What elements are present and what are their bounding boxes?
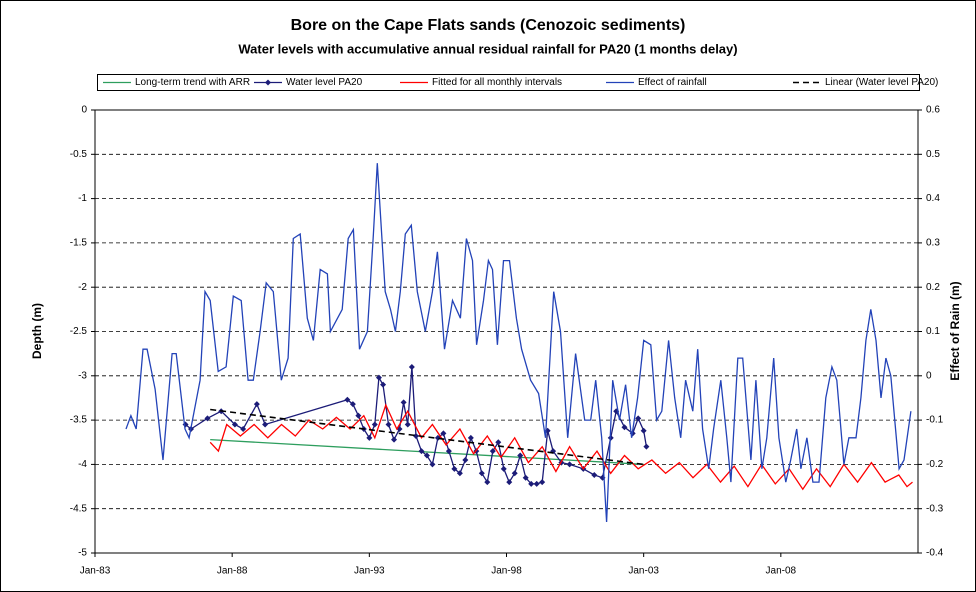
y-tick-label: -2.5: [70, 326, 88, 337]
x-tick-label: Jan-93: [354, 566, 385, 577]
y-tick-label: -5: [78, 548, 87, 559]
data-point: [445, 448, 452, 455]
data-point: [591, 472, 598, 479]
data-point: [380, 381, 387, 388]
data-point: [418, 448, 425, 455]
legend-label: Linear (Water level PA20): [825, 77, 938, 88]
data-point: [566, 461, 573, 468]
data-point: [643, 443, 650, 450]
data-point: [240, 425, 247, 432]
y2-tick-label: 0.1: [926, 326, 940, 337]
data-point: [385, 421, 392, 428]
x-tick-label: Jan-03: [628, 566, 659, 577]
data-point: [500, 465, 507, 472]
y2-tick-label: -0.4: [926, 548, 944, 559]
data-point: [440, 430, 447, 437]
data-point: [511, 470, 518, 477]
data-point: [391, 436, 398, 443]
data-point: [400, 399, 407, 406]
y-tick-label: -4: [78, 459, 87, 470]
legend-marker: [265, 79, 271, 86]
chart-title: Bore on the Cape Flats sands (Cenozoic s…: [291, 17, 686, 34]
data-point: [462, 456, 469, 463]
data-point: [366, 434, 373, 441]
y-tick-label: -1: [78, 193, 87, 204]
data-point: [484, 479, 491, 486]
series-line: [210, 408, 644, 466]
data-point: [635, 415, 642, 422]
data-point: [495, 439, 502, 446]
legend-label: Effect of rainfall: [638, 77, 707, 88]
y-tick-label: -0.5: [70, 149, 88, 160]
y2-tick-label: 0.2: [926, 282, 940, 293]
legend-label: Water level PA20: [286, 77, 363, 88]
data-point: [478, 470, 485, 477]
y2-tick-label: -0.3: [926, 503, 944, 514]
y2-tick-label: -0.2: [926, 459, 944, 470]
legend-box: [97, 74, 920, 91]
x-tick-label: Jan-88: [217, 566, 248, 577]
y-tick-label: -4.5: [70, 503, 88, 514]
y2-tick-label: 0.5: [926, 149, 940, 160]
data-point: [456, 470, 463, 477]
y-tick-label: -3: [78, 370, 87, 381]
data-point: [506, 479, 513, 486]
data-point: [349, 401, 356, 408]
data-point: [404, 421, 411, 428]
chart-subtitle: Water levels with accumulative annual re…: [238, 41, 737, 56]
legend-label: Fitted for all monthly intervals: [432, 77, 562, 88]
y2-tick-label: 0.4: [926, 193, 940, 204]
data-point: [640, 427, 647, 434]
data-point: [253, 401, 260, 408]
x-tick-label: Jan-98: [491, 566, 522, 577]
data-point: [412, 433, 419, 440]
data-point: [621, 424, 628, 431]
legend-label: Long-term trend with ARR: [135, 77, 250, 88]
series-line: [125, 163, 912, 523]
data-point: [355, 412, 362, 419]
y2-axis-title: Effect of Rain (m): [948, 281, 962, 380]
series-line: [209, 403, 913, 491]
data-point: [528, 480, 535, 487]
x-tick-label: Jan-83: [80, 566, 111, 577]
data-point: [371, 421, 378, 428]
data-point: [539, 479, 546, 486]
y-tick-label: -3.5: [70, 415, 88, 426]
data-point: [344, 396, 351, 403]
data-point: [408, 363, 415, 370]
y-tick-label: -2: [78, 282, 87, 293]
y2-tick-label: -0.1: [926, 415, 944, 426]
data-point: [451, 465, 458, 472]
data-point: [489, 448, 496, 455]
x-tick-label: Jan-08: [766, 566, 797, 577]
data-point: [231, 421, 238, 428]
y2-tick-label: 0.3: [926, 238, 940, 249]
y2-tick-label: 0: [926, 370, 932, 381]
data-point: [517, 452, 524, 459]
series-line: [210, 438, 644, 466]
data-point: [423, 452, 430, 459]
data-point: [204, 415, 211, 422]
y-tick-label: 0: [81, 105, 87, 116]
data-point: [467, 434, 474, 441]
y2-tick-label: 0.6: [926, 105, 940, 116]
y-tick-label: -1.5: [70, 238, 88, 249]
data-point: [262, 421, 269, 428]
data-point: [429, 461, 436, 468]
data-point: [533, 480, 540, 487]
data-point: [522, 474, 529, 481]
y-axis-title: Depth (m): [30, 303, 44, 359]
data-point: [375, 374, 382, 381]
